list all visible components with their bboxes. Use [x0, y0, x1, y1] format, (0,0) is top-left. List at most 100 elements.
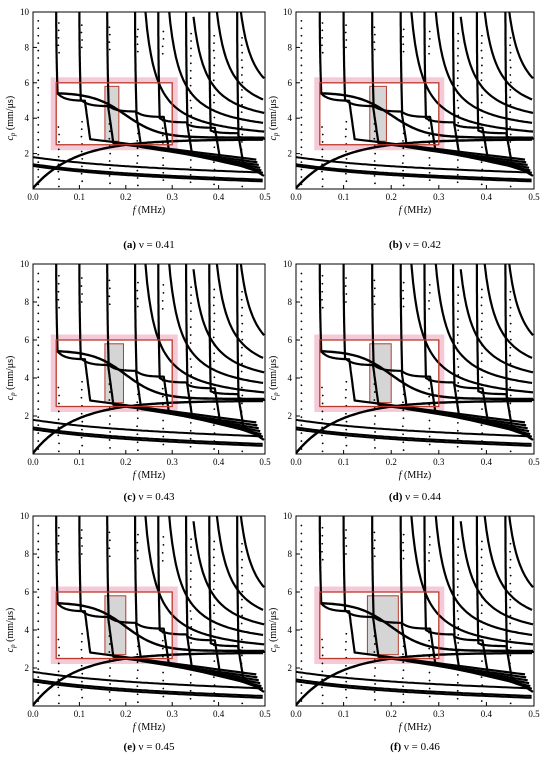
root-point [345, 150, 347, 153]
root-point [402, 35, 404, 38]
root-point [321, 44, 323, 47]
root-point [37, 64, 40, 67]
x-tick-label: 0.5 [259, 457, 271, 467]
root-point [189, 429, 192, 432]
curves-group [296, 264, 534, 454]
low-mode-curve [33, 678, 263, 697]
root-point [321, 402, 324, 405]
root-point [373, 651, 376, 653]
root-point [344, 135, 347, 138]
root-point [401, 425, 404, 428]
root-point [37, 392, 40, 395]
y-axis-label: cp (mm/μs) [5, 356, 17, 401]
high-order-mode-curve [168, 516, 264, 637]
x-tick-label: 0.3 [167, 192, 179, 202]
root-point [213, 101, 215, 104]
root-point [374, 182, 376, 185]
root-point [300, 692, 303, 694]
high-order-mode-curve [192, 269, 265, 374]
root-point [57, 662, 60, 665]
root-point [80, 128, 83, 131]
root-point [373, 423, 376, 425]
x-tick-label: 0.4 [481, 457, 493, 467]
root-point [509, 622, 511, 625]
root-point [136, 425, 139, 428]
root-point [213, 580, 215, 583]
mode-curve [452, 12, 533, 175]
root-point [189, 578, 192, 580]
root-point [108, 48, 111, 51]
root-point [37, 564, 40, 567]
root-point [345, 529, 347, 531]
x-axis-label: f (MHz) [133, 722, 166, 733]
high-order-mode-curve [434, 264, 533, 384]
root-point [345, 412, 347, 415]
root-point [37, 384, 40, 387]
root-point [80, 172, 83, 175]
root-point [190, 634, 193, 636]
chart-panel-a: 0.0 0.1 0.2 0.3 0.4 0.5 2 4 6 8 10 f (MHz) cp (mm/μs… [5, 7, 271, 251]
root-point [428, 134, 431, 137]
root-point [344, 537, 347, 539]
x-axis-label: f (MHz) [399, 722, 432, 733]
root-point [37, 668, 40, 671]
root-point [241, 574, 244, 577]
y-tick-label: 4 [25, 113, 30, 123]
root-point [509, 185, 512, 188]
root-point [162, 679, 165, 682]
root-point [190, 538, 193, 541]
root-point [162, 687, 165, 690]
root-point [300, 572, 303, 575]
root-point [212, 588, 215, 591]
root-point [457, 62, 459, 65]
root-point [136, 557, 139, 560]
high-order-mode-curve [168, 12, 264, 124]
root-point [509, 81, 512, 84]
root-point [345, 39, 348, 41]
root-point [480, 572, 483, 575]
root-point [136, 677, 139, 680]
low-mode-curve [33, 680, 263, 699]
root-point [241, 51, 244, 54]
root-point [480, 700, 483, 702]
x-tick-label: 0.2 [120, 192, 131, 202]
root-point [109, 699, 111, 701]
y-tick-label: 4 [288, 113, 293, 123]
root-point [136, 35, 139, 38]
mode-curve [185, 12, 264, 175]
root-point [162, 443, 165, 446]
y-tick-label: 10 [283, 511, 293, 521]
root-point [428, 387, 430, 390]
root-point [300, 168, 303, 171]
chart-panel-b: 0.0 0.1 0.2 0.3 0.4 0.5 2 4 6 8 10 f (MHz) cp (mm/μs… [268, 7, 540, 251]
root-point [37, 692, 40, 694]
root-point [300, 620, 303, 623]
chart-panel-e: 0.0 0.1 0.2 0.3 0.4 0.5 2 4 6 8 10 f (MHz) cp (mm/μs… [5, 511, 271, 753]
root-point [240, 550, 243, 553]
root-point [213, 328, 215, 331]
x-tick-label: 0.0 [27, 457, 39, 467]
x-tick-label: 0.4 [213, 457, 225, 467]
root-point [136, 693, 139, 696]
high-order-mode-curve [508, 12, 534, 80]
root-point [428, 559, 430, 562]
root-point [345, 444, 348, 447]
root-point [456, 697, 459, 700]
root-point [240, 386, 243, 389]
root-point [37, 676, 40, 679]
root-point [428, 127, 430, 130]
low-mode-curve [296, 426, 532, 445]
x-tick-label: 0.1 [74, 457, 85, 467]
root-point [190, 382, 193, 384]
root-point [428, 443, 431, 446]
root-point [300, 57, 303, 59]
root-point [212, 336, 215, 339]
root-point [456, 159, 459, 161]
root-point [80, 388, 83, 391]
root-point [402, 693, 405, 696]
root-point [37, 71, 40, 74]
root-point [428, 164, 431, 167]
root-point [300, 432, 303, 434]
root-point [212, 676, 215, 679]
root-point [241, 614, 243, 617]
